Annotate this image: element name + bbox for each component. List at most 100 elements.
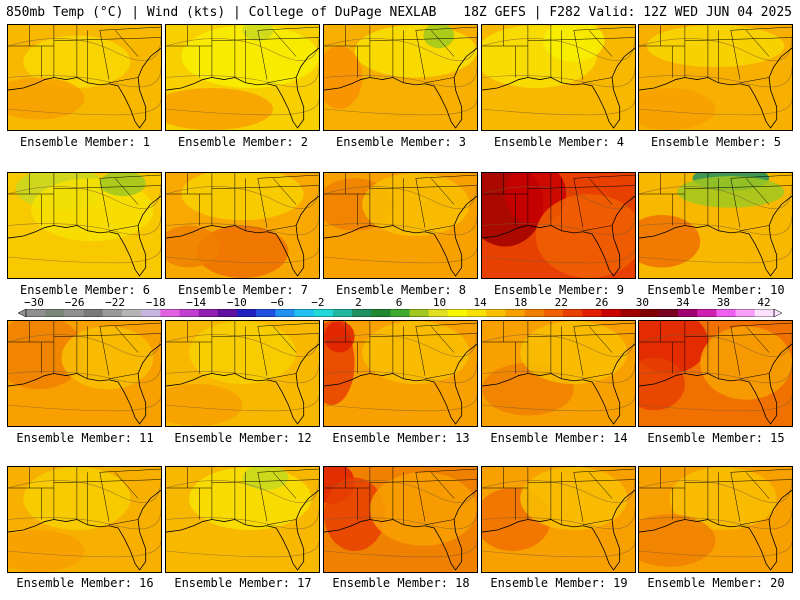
- temperature-field: [639, 173, 792, 278]
- temperature-contour-region: [369, 472, 477, 546]
- wind-streamline: [166, 332, 319, 357]
- state-border: [430, 30, 455, 57]
- state-border: [108, 373, 139, 380]
- state-border: [684, 37, 792, 42]
- colorbar-tick-label: 2: [355, 296, 362, 309]
- wind-streamline: [482, 36, 635, 61]
- ensemble-member-label: Ensemble Member: 2: [177, 135, 309, 149]
- wind-streamline: [324, 395, 477, 412]
- wind-streamline: [166, 541, 319, 558]
- ensemble-member-label: Ensemble Member: 19: [490, 576, 628, 590]
- wind-streamline: [482, 247, 635, 264]
- state-border: [114, 30, 139, 57]
- colorbar-swatch: [697, 309, 717, 317]
- colorbar-tick-label: −22: [105, 296, 126, 309]
- state-border: [527, 185, 635, 190]
- colorbar-tick-label: −14: [186, 296, 207, 309]
- wind-streamline: [324, 99, 477, 116]
- coastline: [8, 343, 161, 425]
- colorbar-swatch: [160, 309, 180, 317]
- state-border: [415, 174, 477, 179]
- ensemble-member-map: [7, 320, 162, 427]
- map-title: 850mb Temp (°C) | Wind (kts) | College o…: [6, 5, 437, 20]
- state-border: [527, 479, 635, 484]
- state-border: [730, 178, 741, 228]
- wind-streamline: [639, 99, 792, 116]
- wind-streamline: [482, 67, 635, 88]
- temperature-contour-region: [324, 321, 355, 353]
- wind-streamline: [482, 478, 635, 503]
- ensemble-member-label: Ensemble Member: 14: [490, 431, 628, 445]
- colorbar-swatch: [754, 309, 775, 317]
- colorbar-swatch: [582, 309, 602, 317]
- state-border: [257, 468, 319, 473]
- temperature-field: [166, 321, 319, 426]
- state-border: [730, 472, 741, 522]
- temperature-contour-region: [362, 173, 470, 236]
- colorbar-tick-label: −10: [226, 296, 247, 309]
- colorbar-swatch: [467, 309, 487, 317]
- colorbar-swatch: [486, 309, 506, 317]
- state-border: [415, 178, 426, 228]
- coastline: [639, 343, 792, 425]
- colorbar-swatch: [601, 309, 621, 317]
- ensemble-member-map: [481, 172, 636, 279]
- colorbar-swatch: [524, 309, 545, 317]
- state-border: [573, 174, 635, 179]
- colorbar-min-arrow: [18, 309, 27, 317]
- temperature-field: [166, 173, 319, 278]
- temperature-contour-region: [535, 194, 635, 278]
- colorbar-swatch: [217, 309, 238, 317]
- state-border: [99, 30, 110, 80]
- wind-streamline: [166, 67, 319, 88]
- state-border: [257, 322, 319, 327]
- colorbar-swatch: [352, 309, 372, 317]
- colorbar-swatch: [409, 309, 430, 317]
- temperature-field: [639, 321, 792, 426]
- state-border: [99, 468, 161, 473]
- ensemble-member-label: Ensemble Member: 16: [16, 576, 154, 590]
- state-border: [730, 322, 792, 327]
- state-border: [211, 333, 319, 338]
- wind-streamline: [166, 395, 319, 412]
- ensemble-member-label: Ensemble Member: 7: [177, 283, 309, 297]
- state-border: [257, 326, 268, 376]
- ensemble-member-label: Ensemble Member: 18: [332, 576, 470, 590]
- state-border: [430, 178, 455, 205]
- wind-streamline: [639, 67, 792, 88]
- colorbar-swatch: [447, 309, 468, 317]
- state-border: [573, 326, 584, 376]
- colorbar-tick-label: 18: [514, 296, 528, 309]
- wind-streamline: [8, 332, 161, 357]
- state-border: [53, 333, 161, 338]
- state-border: [369, 37, 477, 42]
- colorbar-swatch: [735, 309, 756, 317]
- state-border: [415, 30, 426, 80]
- colorbar-swatch: [179, 309, 199, 317]
- ensemble-member-label: Ensemble Member: 17: [174, 576, 312, 590]
- ensemble-member-label: Ensemble Member: 3: [335, 135, 467, 149]
- wind-streamline: [8, 184, 161, 209]
- coastline: [166, 47, 319, 129]
- colorbar-swatch: [26, 309, 46, 317]
- temperature-contour-region: [543, 25, 605, 62]
- state-border: [730, 326, 741, 376]
- coastline: [166, 489, 319, 571]
- colorbar-swatch: [275, 309, 295, 317]
- wind-streamline: [639, 541, 792, 558]
- colorbar-tick-label: 30: [635, 296, 649, 309]
- temperature-contour-region: [362, 321, 470, 384]
- colorbar-swatch: [198, 309, 219, 317]
- temperature-contour-region: [639, 357, 685, 411]
- wind-streamline: [8, 215, 161, 236]
- wind-streamline: [324, 478, 477, 503]
- colorbar-tick-label: 6: [395, 296, 403, 309]
- state-border: [730, 174, 792, 179]
- wind-streamline: [639, 215, 792, 236]
- colorbar-swatch: [563, 309, 583, 317]
- colorbar-tick-label: −2: [311, 296, 325, 309]
- wind-streamline: [166, 247, 319, 264]
- wind-streamline: [639, 509, 792, 530]
- state-border: [257, 472, 268, 522]
- temperature-contour-region: [8, 530, 85, 572]
